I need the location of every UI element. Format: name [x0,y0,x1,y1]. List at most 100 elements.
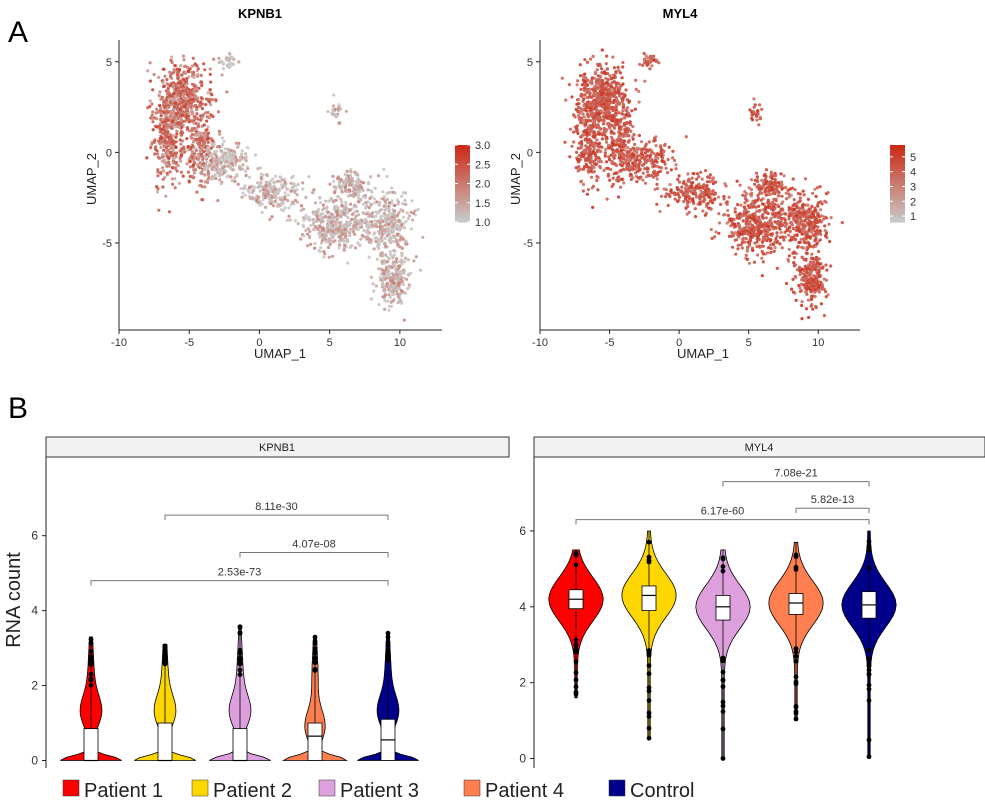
data-point [671,149,675,153]
data-point [812,274,816,278]
data-point [159,139,163,143]
data-point [802,277,807,281]
data-point [700,177,704,181]
data-point [783,218,787,222]
data-point [377,303,381,307]
data-point [662,160,666,164]
data-point [660,166,664,170]
data-point [810,297,814,301]
data-point [185,82,189,86]
data-point [635,149,639,153]
data-point [621,102,626,106]
data-point [388,249,392,253]
data-point [203,167,207,171]
data-point [610,184,614,189]
data-point [673,197,677,201]
data-point [210,93,214,97]
data-point [156,155,160,159]
data-point [157,208,161,212]
data-point [194,94,198,98]
data-point [693,192,698,197]
data-point [351,180,355,185]
data-point [168,170,172,174]
data-point [196,73,200,77]
data-point [348,208,352,212]
data-point [404,202,408,206]
data-point [774,173,778,177]
data-point [690,176,694,180]
data-point [174,104,179,108]
data-point [727,234,732,238]
data-point [626,146,630,150]
data-point [293,219,297,223]
data-point [353,203,357,207]
data-point [170,113,174,117]
data-point [604,76,608,80]
data-point [809,227,814,231]
data-point [207,149,211,153]
data-point [366,188,370,192]
data-point [693,207,697,211]
data-point [411,218,415,222]
data-point [811,191,815,195]
data-point [583,72,587,76]
data-point [621,65,625,69]
data-point [722,213,726,217]
data-point [378,225,382,229]
data-point [167,143,172,147]
plot-title: KPNB1 [238,6,282,21]
data-point [199,164,203,168]
data-point [205,155,209,159]
data-point [396,301,400,305]
data-point [774,237,778,241]
data-point [193,87,197,91]
data-point [605,197,609,201]
data-point [387,274,391,278]
data-point [162,124,166,128]
data-point [179,85,183,89]
data-point [387,293,391,297]
data-point [229,175,233,179]
data-point [189,104,193,108]
data-point [579,135,583,139]
data-point [164,144,168,148]
data-point [564,98,568,102]
data-point [209,153,213,157]
data-point [674,167,678,171]
data-point [662,150,666,154]
data-point [397,211,401,215]
data-point [224,151,228,155]
data-point [260,202,264,206]
data-point [598,89,602,93]
data-point [337,225,342,229]
data-point [664,166,668,170]
data-point [815,211,819,215]
data-point [179,119,183,123]
data-point [192,171,197,175]
data-point [637,89,641,93]
data-point [802,240,806,244]
data-point [781,200,785,204]
data-point [768,228,772,232]
data-point [772,249,776,253]
data-point [243,186,247,190]
data-point [814,230,818,234]
data-point [795,268,800,272]
data-point [805,307,809,311]
data-point [239,187,243,191]
data-point [627,111,631,116]
data-point [805,271,809,275]
data-point [748,219,752,223]
data-point [215,155,219,159]
data-point [344,200,348,204]
data-point [376,211,380,215]
data-point [363,206,368,210]
data-point [174,125,178,129]
data-point [815,278,819,282]
data-point [819,200,823,204]
data-point [189,146,193,150]
data-point [733,207,737,211]
data-point [702,200,706,204]
data-point [600,111,604,115]
